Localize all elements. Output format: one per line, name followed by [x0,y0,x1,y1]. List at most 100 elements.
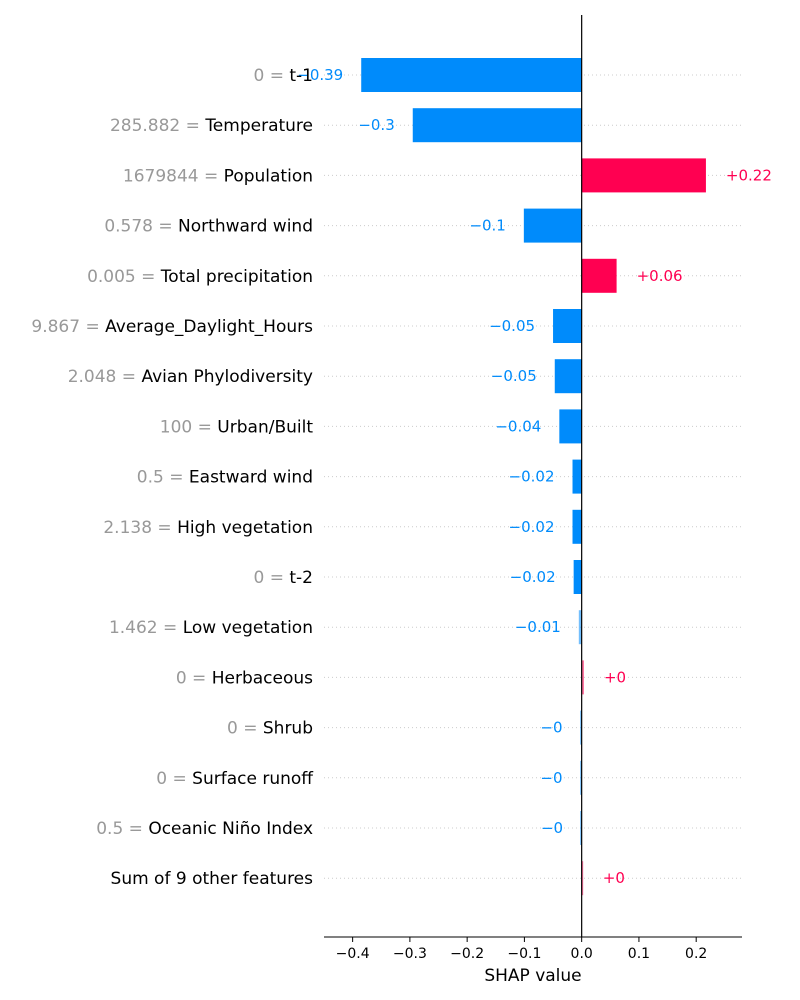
feature-name: t-2 [289,568,313,588]
bar-value-label: −0.02 [509,468,555,486]
feature-name: Oceanic Niño Index [148,819,313,839]
feature-label: 100 = Urban/Built [160,417,314,437]
bar-value-label: −0.05 [489,317,535,335]
feature-value: 0 [227,719,238,739]
feature-equals: = [152,518,177,538]
feature-equals: = [158,618,183,638]
bar-value-label: −0.3 [358,116,394,134]
feature-label: 0 = Shrub [227,719,313,739]
bar [578,610,582,645]
feature-value: 0 [176,668,187,688]
x-tick-label: −0.1 [507,946,541,962]
bar-value-label: −0 [540,719,562,737]
feature-name: High vegetation [177,518,313,538]
bar [559,409,582,444]
feature-equals: = [238,719,263,739]
feature-equals: = [123,819,148,839]
feature-label: 285.882 = Temperature [110,116,313,136]
feature-name: Eastward wind [189,468,313,488]
feature-value: 0 [253,568,264,588]
feature-name: Herbaceous [212,668,313,688]
x-tick-label: 0.1 [628,946,650,962]
feature-value: 0.5 [137,468,164,488]
feature-label: 9.867 = Average_Daylight_Hours [31,317,313,337]
feature-equals: = [264,66,289,86]
bar [523,208,582,243]
feature-name: Avian Phylodiversity [141,367,313,387]
feature-value: 9.867 [31,317,80,337]
feature-name: Population [224,166,313,186]
feature-equals: = [187,668,212,688]
feature-value: 1679844 [123,166,199,186]
feature-equals: = [192,417,217,437]
feature-value: 0.5 [96,819,123,839]
bar [581,158,706,193]
bar-value-label: −0.04 [495,417,541,435]
feature-label: Sum of 9 other features [111,869,314,889]
feature-labels: 0 = t-1 285.882 = Temperature 1679844 = Po… [31,66,314,889]
bar-value-label: −0.01 [515,618,561,636]
x-tick-label: 0.0 [571,946,593,962]
bar [553,309,582,343]
bar-value-label: −0.02 [509,518,555,536]
feature-label: 0 = Surface runoff [156,769,314,789]
feature-label: 1.462 = Low vegetation [109,618,313,638]
feature-equals: = [167,769,192,789]
feature-name: Surface runoff [192,769,314,789]
feature-label: 0.5 = Oceanic Niño Index [96,819,313,839]
feature-name: Northward wind [178,217,313,237]
feature-value: 285.882 [110,116,180,136]
bar [572,509,582,544]
feature-name: Low vegetation [183,618,313,638]
bar-value-label: +0 [603,869,625,887]
feature-label: 0 = t-2 [253,568,313,588]
feature-label: 0 = t-1 [253,66,313,86]
bar [554,359,582,394]
bar [580,811,582,845]
bar [581,660,584,695]
x-axis: −0.4 −0.3 −0.2 −0.1 0.0 0.1 0.2 SHAP value [324,936,742,986]
feature-label: 0.005 = Total precipitation [87,267,313,287]
feature-equals: = [264,568,289,588]
feature-label: 2.048 = Avian Phylodiversity [68,367,313,387]
feature-name: Average_Daylight_Hours [105,317,313,337]
feature-name: Temperature [204,116,313,136]
bar-value-label: −0 [540,769,562,787]
feature-value: 0.005 [87,267,136,287]
bar [581,258,617,293]
x-tick-label: −0.2 [450,946,484,962]
feature-value: 0 [253,66,264,86]
feature-equals: = [164,468,189,488]
feature-value: 2.048 [68,367,117,387]
bar [361,58,582,92]
feature-value: 0 [156,769,167,789]
feature-name: Total precipitation [160,267,313,287]
bar-value-label: −0.02 [510,568,556,586]
x-tick-label: −0.3 [393,946,427,962]
bar-value-label: +0.06 [637,267,683,285]
feature-equals: = [180,116,205,136]
bar-value-label: +0.22 [726,166,772,184]
feature-value: 100 [160,417,192,437]
bar [412,108,582,143]
feature-equals: = [153,217,178,237]
feature-name: Urban/Built [217,417,313,437]
feature-name: Sum of 9 other features [111,869,314,889]
bar [580,710,582,745]
bar [581,861,584,896]
feature-label: 0 = Herbaceous [176,668,313,688]
x-tick-label: −0.4 [336,946,370,962]
bar-value-label: −0.05 [491,367,537,385]
bar-labels: −0.39 −0.3 +0.22 −0.1 +0.06 −0.05 −0.05 −0.04 −0… [297,66,772,887]
feature-label: 2.138 = High vegetation [103,518,313,538]
feature-name: t-1 [289,66,313,86]
bars [361,58,706,896]
feature-equals: = [199,166,224,186]
bar-value-label: −0.39 [297,66,343,84]
bar [580,760,582,795]
bar [573,560,582,594]
feature-label: 0.5 = Eastward wind [137,468,313,488]
feature-value: 0.578 [104,217,153,237]
feature-name: Shrub [263,719,313,739]
